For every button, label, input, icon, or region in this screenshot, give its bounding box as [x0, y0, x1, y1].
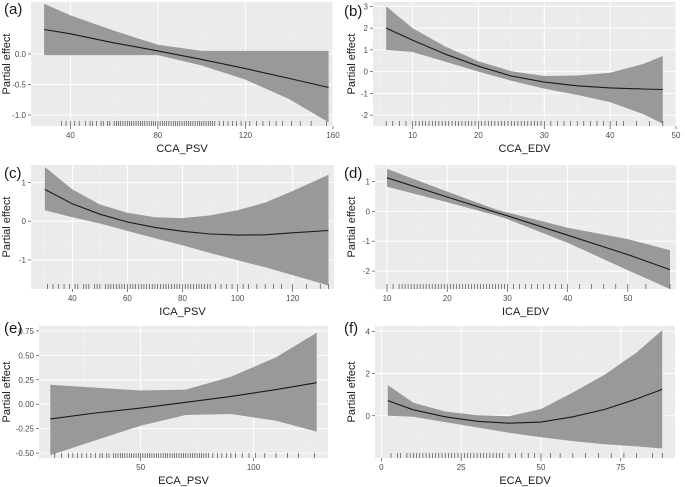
chart-panel-2: 10 20 30 40 50 -2 -1 0 1 2 3 CCA_EDV Partial effect (…: [344, 2, 681, 155]
y-tick-label: 1: [22, 178, 27, 187]
y-tick-label: 0: [366, 412, 371, 421]
chart-panel-5: 50 100 -0.50 -0.25 0.00 0.25 0.50 0.75 ECA_PSV Pa…: [1, 320, 328, 487]
panel-label: (a): [4, 1, 22, 18]
x-axis-title: ECA_PSV: [158, 475, 209, 487]
y-tick-label: 1: [364, 46, 369, 55]
y-tick-label: -0.5: [12, 80, 26, 89]
fitted-line: [386, 177, 671, 271]
y-axis-title: Partial effect: [1, 362, 13, 423]
y-tick-label: -1: [363, 237, 371, 246]
y-tick-label: 2: [366, 370, 371, 379]
x-tick-label: 40: [68, 294, 77, 303]
fitted-line: [44, 188, 329, 236]
fitted-line: [387, 388, 663, 424]
x-tick-label: 160: [326, 131, 340, 140]
y-tick-label: -0.50: [16, 449, 35, 458]
x-tick-label: 40: [563, 294, 572, 303]
x-axis-title: ECA_EDV: [499, 475, 551, 487]
confidence-band: [50, 332, 317, 456]
confidence-band: [44, 166, 329, 286]
y-tick-label: 1: [366, 177, 371, 186]
fitted-line: [385, 27, 663, 91]
y-tick-label: 0: [364, 68, 369, 77]
chart-panel-6: 0 25 50 75 0 2 4 ECA_EDV Partial effect (f): [344, 320, 675, 487]
y-axis-title: Partial effect: [346, 362, 358, 423]
y-tick-label: -2: [363, 267, 371, 276]
x-tick-label: 50: [672, 131, 681, 140]
confidence-band: [386, 6, 663, 124]
x-tick-label: 10: [383, 294, 392, 303]
x-tick-label: 120: [239, 131, 253, 140]
fitted-line: [50, 382, 317, 420]
y-tick-label: -1: [361, 89, 369, 98]
y-tick-label: 4: [366, 327, 371, 336]
y-tick-label: 3: [364, 2, 369, 11]
x-tick-label: 120: [286, 294, 300, 303]
x-tick-label: 30: [540, 131, 549, 140]
x-tick-label: 10: [408, 131, 417, 140]
chart-panel-4: 10 20 30 40 50 -2 -1 0 1 ICA_EDV Partial effect (d): [344, 165, 676, 318]
x-tick-label: 0: [379, 463, 384, 472]
panel-label: (e): [4, 320, 22, 337]
y-axis-title: Partial effect: [346, 34, 358, 95]
y-tick-label: -2: [361, 111, 369, 120]
y-tick-label: -0.25: [16, 425, 35, 434]
x-axis-title: CCA_EDV: [499, 143, 552, 155]
y-tick-label: -1: [19, 256, 27, 265]
y-tick-label: 0: [22, 217, 27, 226]
x-tick-label: 100: [231, 294, 245, 303]
chart-panel-3: 40 60 80 100 120 -1 0 1 ICA_PSV Partial effect (c): [1, 165, 334, 318]
x-tick-label: 60: [123, 294, 132, 303]
panel-label: (b): [344, 3, 362, 20]
confidence-band: [44, 3, 329, 123]
x-axis-title: CCA_PSV: [156, 143, 208, 155]
x-tick-label: 50: [623, 294, 632, 303]
x-tick-label: 25: [457, 463, 466, 472]
y-axis-title: Partial effect: [1, 34, 13, 95]
x-tick-label: 20: [443, 294, 452, 303]
x-axis-title: ICA_EDV: [502, 306, 550, 318]
x-axis-title: ICA_PSV: [159, 306, 206, 318]
x-tick-label: 30: [503, 294, 512, 303]
panel-label: (d): [344, 165, 362, 182]
y-tick-label: 0.0: [15, 50, 27, 59]
y-axis-title: Partial effect: [346, 197, 358, 258]
x-tick-label: 40: [66, 131, 75, 140]
x-tick-label: 40: [606, 131, 615, 140]
x-tick-label: 75: [616, 463, 625, 472]
x-tick-label: 80: [153, 131, 162, 140]
y-tick-label: 0: [366, 207, 371, 216]
y-tick-label: 2: [364, 24, 369, 33]
y-tick-label: 0.75: [18, 327, 34, 336]
y-tick-label: 0.25: [18, 376, 34, 385]
panel-label: (f): [344, 320, 358, 337]
y-tick-label: 0.50: [18, 351, 34, 360]
y-tick-label: -1.0: [12, 111, 26, 120]
confidence-band: [387, 168, 670, 289]
x-tick-label: 50: [537, 463, 546, 472]
x-tick-label: 50: [136, 463, 145, 472]
x-tick-label: 100: [247, 463, 261, 472]
fitted-line: [44, 28, 329, 89]
panel-label: (c): [4, 165, 22, 182]
chart-panel-1: 40 80 120 160 -1.0 -0.5 0.0 CCA_PSV Partial effe…: [1, 1, 340, 155]
x-tick-label: 20: [474, 131, 483, 140]
x-tick-label: 80: [178, 294, 187, 303]
y-tick-label: 0.00: [18, 400, 34, 409]
y-axis-title: Partial effect: [1, 197, 13, 258]
